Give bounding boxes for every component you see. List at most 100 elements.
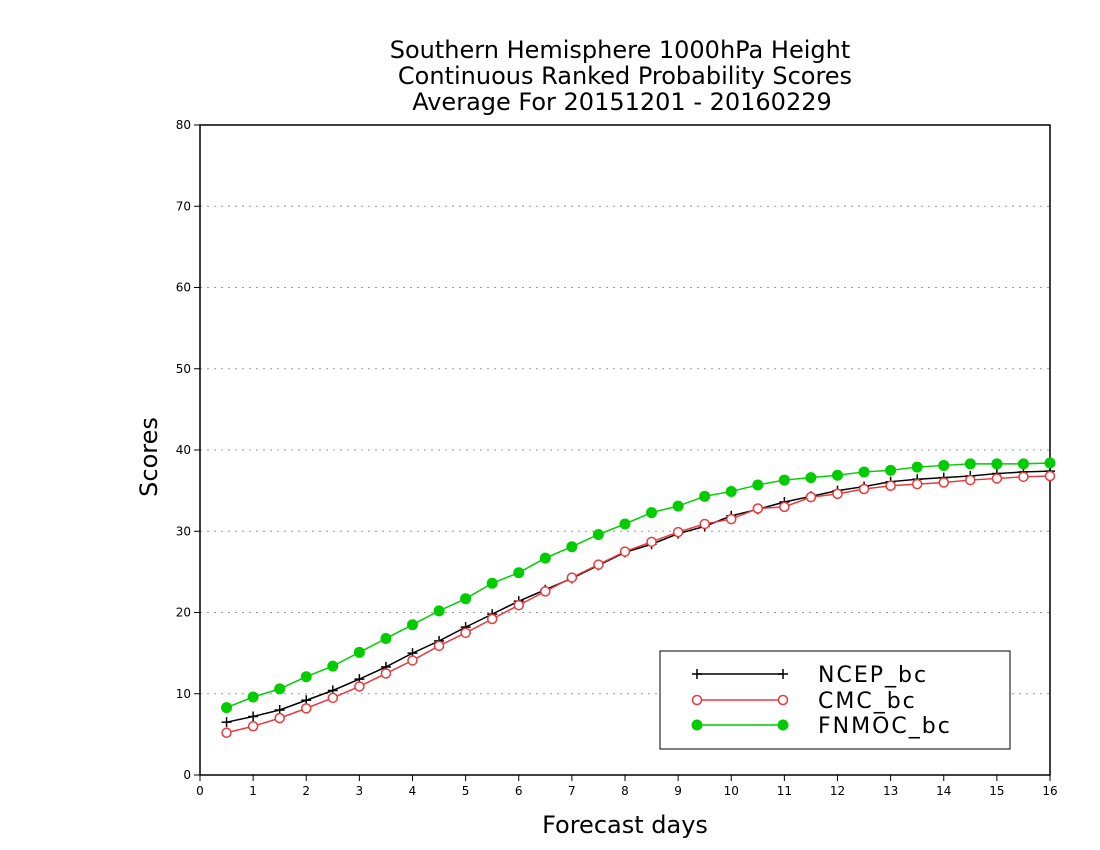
- data-point-fnmoc-bc: [805, 472, 817, 484]
- legend-label: NCEP_bc: [818, 663, 928, 688]
- data-point-fnmoc-bc: [991, 458, 1003, 470]
- data-point-fnmoc-bc: [752, 479, 764, 491]
- data-point-cmc-bc: [858, 483, 870, 495]
- data-point-fnmoc-bc: [832, 469, 843, 481]
- y-tick-label: 0: [183, 768, 191, 782]
- data-point-fnmoc-bc: [486, 577, 498, 589]
- data-point-cmc-bc: [274, 712, 285, 724]
- y-tick-label: 70: [176, 199, 191, 213]
- data-point-cmc-bc: [460, 627, 471, 639]
- data-point-fnmoc-bc: [646, 507, 658, 519]
- data-point-cmc-bc: [433, 640, 445, 652]
- data-point-cmc-bc: [1018, 471, 1029, 483]
- y-tick-label: 10: [176, 687, 191, 701]
- data-point-cmc-bc: [407, 655, 418, 666]
- data-point-cmc-bc: [699, 518, 710, 530]
- x-tick-label: 0: [196, 784, 204, 798]
- data-point-fnmoc-bc: [778, 474, 790, 486]
- data-point-fnmoc-bc: [274, 683, 286, 695]
- series-cmc-bc: [221, 470, 1056, 738]
- data-point-cmc-bc: [885, 480, 896, 491]
- legend-entry-cmc-bc: CMC_bc: [691, 689, 915, 714]
- data-point-fnmoc-bc: [858, 466, 870, 478]
- data-point-fnmoc-bc: [619, 518, 631, 530]
- data-point-fnmoc-bc: [699, 490, 711, 502]
- x-tick-label: 11: [777, 784, 792, 798]
- data-point-ncep-bc: [221, 717, 232, 728]
- y-tick-label: 30: [176, 524, 191, 538]
- x-tick-label: 9: [674, 784, 682, 798]
- data-point-cmc-bc: [593, 559, 604, 570]
- data-point-fnmoc-bc: [300, 671, 312, 683]
- legend-marker: [692, 669, 702, 679]
- y-tick-label: 60: [176, 281, 191, 295]
- data-point-fnmoc-bc: [672, 500, 684, 512]
- x-tick-label: 5: [462, 784, 470, 798]
- data-point-fnmoc-bc: [221, 702, 233, 714]
- data-point-cmc-bc: [566, 572, 578, 583]
- data-point-cmc-bc: [301, 703, 312, 714]
- x-tick-label: 4: [409, 784, 417, 798]
- data-point-cmc-bc: [991, 473, 1003, 484]
- title-line-1: Southern Hemisphere 1000hPa Height: [390, 36, 850, 64]
- data-point-fnmoc-bc: [1044, 457, 1056, 469]
- x-tick-label: 3: [356, 784, 364, 798]
- data-point-fnmoc-bc: [566, 541, 578, 553]
- data-point-fnmoc-bc: [938, 459, 950, 471]
- x-tick-label: 1: [249, 784, 257, 798]
- data-point-fnmoc-bc: [460, 593, 472, 605]
- data-point-cmc-bc: [221, 727, 232, 738]
- data-point-cmc-bc: [779, 501, 790, 513]
- series-lines: [221, 457, 1056, 738]
- x-tick-label: 15: [989, 784, 1004, 798]
- title-line-2: Continuous Ranked Probability Scores: [398, 62, 852, 90]
- data-point-cmc-bc: [327, 692, 339, 704]
- data-point-cmc-bc: [247, 721, 259, 732]
- legend-marker: [691, 694, 703, 706]
- data-point-fnmoc-bc: [327, 660, 339, 672]
- x-tick-label: 12: [830, 784, 845, 798]
- legend-marker: [691, 719, 703, 731]
- data-point-fnmoc-bc: [964, 458, 976, 470]
- legend-label: FNMOC_bc: [818, 714, 952, 739]
- legend-marker: [778, 669, 788, 679]
- data-point-fnmoc-bc: [539, 552, 551, 564]
- data-point-fnmoc-bc: [380, 633, 392, 644]
- data-point-cmc-bc: [832, 488, 843, 500]
- data-point-fnmoc-bc: [725, 485, 737, 497]
- series-fnmoc-bc: [221, 457, 1056, 714]
- data-point-cmc-bc: [380, 668, 392, 679]
- x-tick-label: 8: [621, 784, 629, 798]
- title-line-3: Average For 20151201 - 20160229: [412, 88, 832, 116]
- data-point-fnmoc-bc: [885, 464, 897, 476]
- data-point-cmc-bc: [513, 599, 524, 611]
- y-tick-label: 80: [176, 118, 191, 132]
- data-point-cmc-bc: [486, 613, 498, 625]
- data-point-cmc-bc: [805, 491, 817, 503]
- data-point-fnmoc-bc: [353, 646, 365, 658]
- data-point-fnmoc-bc: [1017, 458, 1029, 470]
- data-point-cmc-bc: [965, 474, 976, 486]
- x-tick-label: 2: [302, 784, 310, 798]
- data-point-ncep-bc: [248, 711, 259, 722]
- data-point-cmc-bc: [619, 546, 631, 557]
- x-tick-label: 10: [724, 784, 739, 798]
- x-tick-label: 14: [936, 784, 951, 798]
- gridlines: [200, 124, 1050, 695]
- legend-marker: [777, 694, 789, 706]
- data-point-cmc-bc: [726, 513, 737, 525]
- y-tick-label: 50: [176, 362, 191, 376]
- data-point-cmc-bc: [911, 478, 923, 490]
- x-axis-label: Forecast days: [542, 811, 708, 839]
- data-point-fnmoc-bc: [592, 529, 604, 540]
- x-tick-label: 16: [1042, 784, 1057, 798]
- chart-title: Southern Hemisphere 1000hPa Height Conti…: [390, 36, 852, 116]
- data-point-cmc-bc: [1044, 470, 1056, 482]
- data-point-fnmoc-bc: [911, 461, 923, 473]
- data-point-cmc-bc: [752, 503, 764, 514]
- y-tick-label: 20: [176, 606, 191, 620]
- legend-entry-fnmoc-bc: FNMOC_bc: [691, 714, 952, 739]
- data-point-cmc-bc: [540, 586, 551, 597]
